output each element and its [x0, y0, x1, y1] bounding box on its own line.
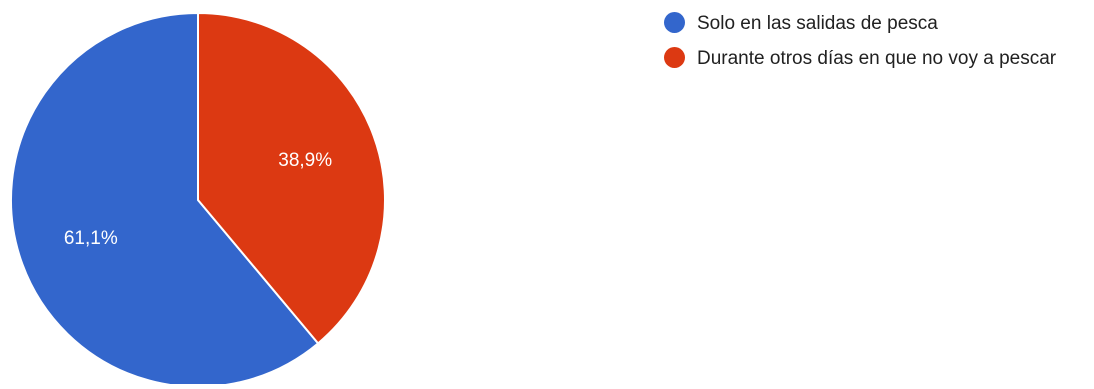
pie-slice-1[interactable] — [197, 12, 386, 345]
legend-item-solo-salidas[interactable]: Solo en las salidas de pesca — [664, 10, 1084, 37]
legend-swatch-red — [664, 47, 685, 68]
legend: Solo en las salidas de pesca Durante otr… — [664, 10, 1084, 80]
pie-slice-label-1: 38,9% — [278, 150, 332, 171]
legend-item-otros-dias[interactable]: Durante otros días en que no voy a pesca… — [664, 45, 1084, 72]
legend-label: Durante otros días en que no voy a pesca… — [697, 48, 1057, 69]
pie-slice-label-0: 61,1% — [64, 228, 118, 249]
legend-swatch-blue — [664, 12, 685, 33]
legend-label: Solo en las salidas de pesca — [697, 13, 938, 34]
